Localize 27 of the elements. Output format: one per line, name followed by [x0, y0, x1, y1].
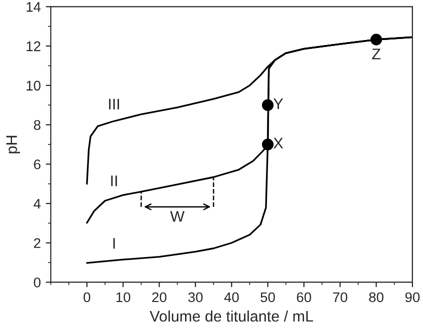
x-axis-title: Volume de titulante / mL: [150, 310, 314, 322]
y-tick-label: 4: [34, 198, 41, 209]
data-label: Y: [274, 98, 284, 110]
series-label: I: [113, 238, 115, 249]
y-tick-label: 8: [34, 120, 40, 130]
x-tick-label: 90: [405, 292, 420, 302]
x-tick-label: 10: [116, 292, 130, 302]
y-tick-label: 14: [26, 2, 41, 12]
series-label: III: [109, 98, 120, 110]
y-tick-label: 0: [34, 278, 40, 288]
x-tick-label: 40: [224, 292, 239, 302]
series-label: II: [111, 176, 117, 186]
x-tick-label: 60: [296, 292, 312, 302]
annotation: W: [170, 211, 184, 222]
x-tick-label: 80: [369, 292, 384, 302]
x-tick-label: 0: [84, 292, 90, 302]
y-tick-label: 2: [34, 238, 40, 248]
y-tick-label: 6: [34, 159, 40, 170]
x-tick-label: 20: [152, 292, 166, 302]
x-tick-label: 50: [260, 292, 275, 302]
data-label: X: [274, 138, 284, 148]
y-tick-label: 12: [26, 41, 40, 52]
x-tick-label: 30: [188, 292, 203, 302]
x-tick-label: 70: [333, 292, 348, 302]
y-tick-label: 10: [26, 80, 40, 91]
data-label: Z: [372, 48, 380, 60]
y-axis-title: pH: [6, 136, 20, 154]
